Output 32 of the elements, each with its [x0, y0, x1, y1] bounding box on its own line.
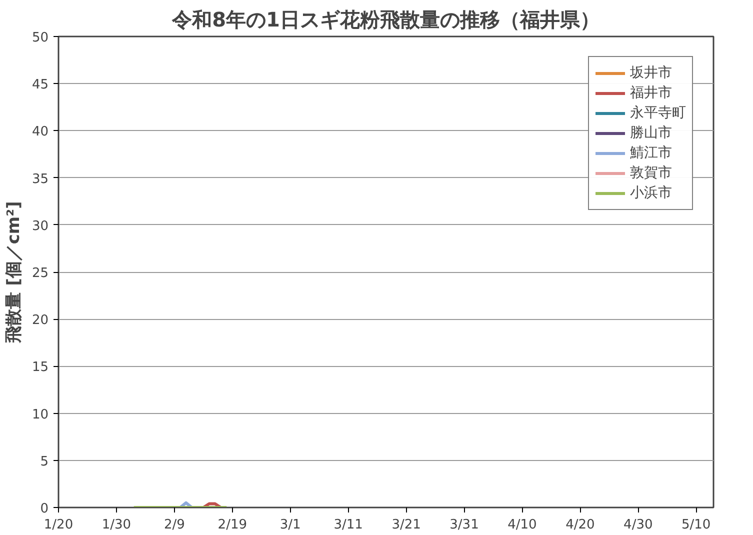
x-tick-label: 3/1 [280, 518, 301, 532]
legend-label: 勝山市 [630, 124, 672, 142]
y-tick-label: 10 [32, 407, 49, 422]
y-tick-label: 25 [32, 266, 49, 281]
x-tick-label: 3/21 [392, 518, 421, 532]
y-tick-label: 50 [32, 30, 49, 46]
y-tick-label: 30 [32, 218, 49, 234]
legend-label: 小浜市 [630, 184, 672, 202]
y-tick-label: 40 [32, 124, 49, 140]
legend-label: 坂井市 [630, 64, 672, 82]
y-tick-label: 20 [32, 313, 49, 328]
y-axis-title: 飛散量 [個／cm²] [4, 201, 24, 344]
x-tick-label: 2/19 [218, 518, 247, 532]
x-tick-label: 4/10 [508, 518, 537, 532]
x-tick-label: 1/30 [102, 518, 132, 532]
x-tick-label: 3/31 [450, 518, 479, 532]
chart-title: 令和8年の1日スギ花粉飛散量の推移（福井県） [171, 8, 600, 32]
y-tick-label: 35 [32, 172, 49, 187]
y-tick-label: 5 [40, 454, 49, 470]
x-tick-label: 1/20 [44, 518, 74, 532]
legend-label: 敦賀市 [630, 164, 672, 182]
y-tick-label: 15 [32, 360, 49, 376]
x-tick-label: 3/11 [334, 518, 363, 532]
legend-label: 福井市 [630, 84, 672, 102]
legend-label: 鯖江市 [630, 144, 672, 162]
x-tick-label: 4/30 [624, 518, 653, 532]
legend-label: 永平寺町 [630, 104, 686, 122]
y-tick-label: 0 [40, 502, 49, 516]
y-tick-label: 45 [32, 78, 49, 93]
x-tick-label: 2/9 [164, 518, 185, 532]
x-tick-label: 4/20 [566, 518, 595, 532]
x-tick-label: 5/10 [682, 518, 711, 532]
